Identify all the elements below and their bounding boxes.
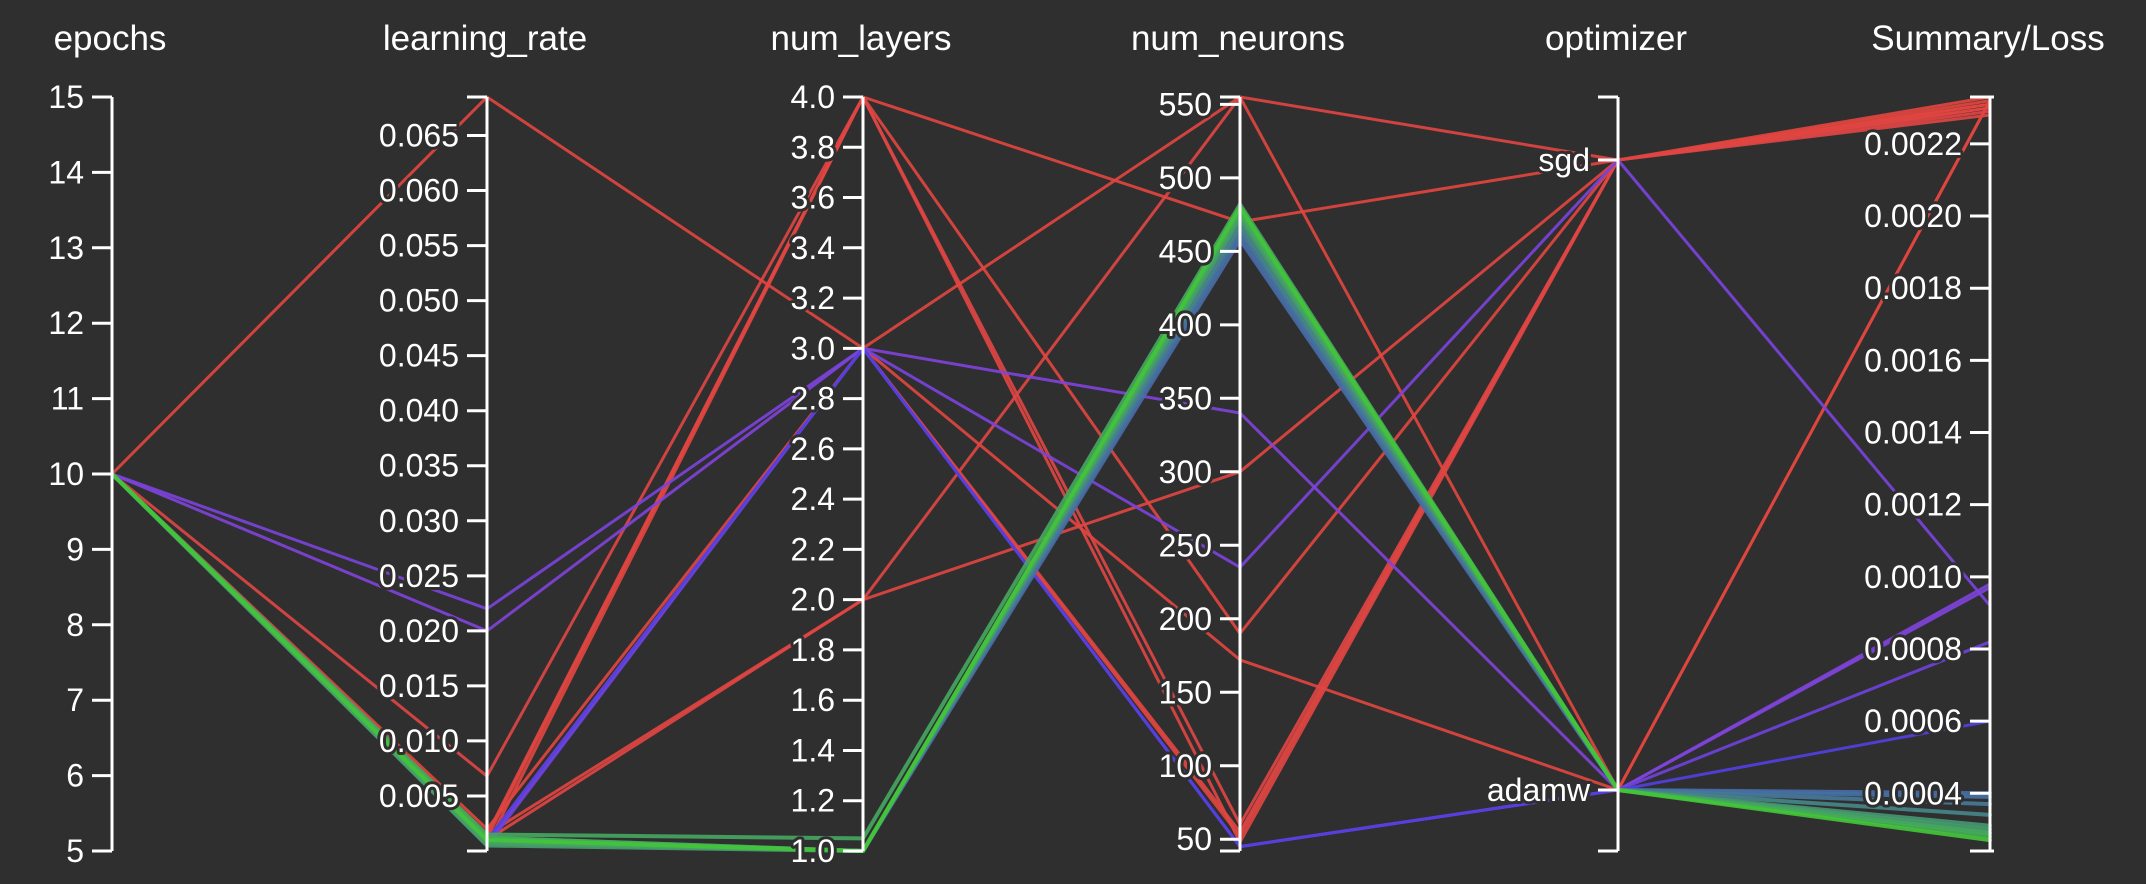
- axes: epochs 5 6 7 8 9 10 11 12 13 14 15 learning_rate 0.00…: [45, 19, 2105, 872]
- run-line-1[interactable]: [110, 205, 1992, 853]
- tick-label: 2.0: [791, 582, 835, 618]
- axis-learning-rate[interactable]: learning_rate 0.005 0.010 0.015 0.020 0.025 0.…: [376, 19, 587, 853]
- tick-label: 0.0010: [1864, 559, 1962, 595]
- tick-label: 0.0022: [1864, 126, 1962, 162]
- tick-label: 13: [48, 230, 84, 266]
- tick-label: 0.015: [379, 668, 459, 704]
- tick-label: 1.4: [791, 732, 835, 768]
- axis-num-neurons[interactable]: num_neurons 50 100 150 200 250 300 350 400 450 500…: [1131, 19, 1345, 860]
- tick-label: 0.0018: [1864, 270, 1962, 306]
- tick-label: 6: [66, 758, 84, 794]
- tick-label: 50: [1176, 821, 1212, 857]
- tick-label: 3.8: [791, 129, 835, 165]
- tick-label: 200: [1159, 601, 1212, 637]
- run-lines: [110, 95, 1992, 853]
- tick-label: 3.2: [791, 280, 835, 316]
- tick-label: 450: [1159, 233, 1212, 269]
- tick-label: 0.040: [379, 393, 459, 429]
- tick-label: adamw: [1487, 772, 1591, 808]
- tick-label: 0.0012: [1864, 487, 1962, 523]
- axis-title-optimizer: optimizer: [1545, 19, 1687, 58]
- tick-label: 3.6: [791, 180, 835, 216]
- axis-loss[interactable]: Summary/Loss 0.0004 0.0006 0.0008 0.0010 0.00…: [1861, 19, 2105, 853]
- tick-label: 0.0016: [1864, 342, 1962, 378]
- tick-label: 1.2: [791, 783, 835, 819]
- tick-label: 3.4: [791, 230, 835, 266]
- tick-label: 7: [66, 682, 84, 718]
- tick-label: 0.010: [379, 723, 459, 759]
- axis-num-layers[interactable]: num_layers 1.0 1.2 1.4 1.6 1.8 2.0 2.2 2.4 2.6 2.8…: [771, 19, 952, 872]
- tick-label: 0.0004: [1864, 775, 1962, 811]
- tick-label: 3.0: [791, 330, 835, 366]
- tick-label: 1.0: [791, 833, 835, 869]
- tick-label: 0.025: [379, 558, 459, 594]
- tick-label: 1.6: [791, 682, 835, 718]
- axis-title-num-layers: num_layers: [771, 19, 952, 58]
- tick-label: 0.020: [379, 613, 459, 649]
- tick-label: 2.8: [791, 381, 835, 417]
- tick-label: 0.045: [379, 338, 459, 374]
- tick-label: 0.055: [379, 228, 459, 264]
- tick-label: 9: [66, 531, 84, 567]
- tick-label: 0.0020: [1864, 198, 1962, 234]
- tick-label: 0.050: [379, 283, 459, 319]
- tick-label: 0.0014: [1864, 415, 1962, 451]
- tick-label: 0.065: [379, 118, 459, 154]
- axis-title-num-neurons: num_neurons: [1131, 19, 1345, 58]
- tick-label: 100: [1159, 748, 1212, 784]
- tick-label: sgd: [1538, 142, 1590, 178]
- tick-label: 12: [48, 305, 84, 341]
- axis-title-loss: Summary/Loss: [1871, 19, 2104, 58]
- tick-label: 11: [51, 381, 84, 417]
- tick-label: 2.2: [791, 531, 835, 567]
- tick-label: 14: [48, 154, 84, 190]
- tick-label: 2.6: [791, 431, 835, 467]
- tick-label: 550: [1159, 86, 1212, 122]
- tick-label: 350: [1159, 380, 1212, 416]
- tick-label: 5: [66, 833, 84, 869]
- tick-label: 150: [1159, 674, 1212, 710]
- tick-label: 15: [48, 79, 84, 115]
- tick-label: 0.0006: [1864, 703, 1962, 739]
- axis-title-learning-rate: learning_rate: [383, 19, 587, 58]
- run-line-14[interactable]: [110, 158, 1992, 611]
- axis-optimizer[interactable]: optimizer adamw sgd: [1484, 19, 1687, 853]
- tick-label: 1.8: [791, 632, 835, 668]
- axis-title-epochs: epochs: [54, 19, 167, 58]
- tick-label: 10: [48, 456, 84, 492]
- tick-label: 400: [1159, 307, 1212, 343]
- tick-label: 0.0008: [1864, 631, 1962, 667]
- tick-label: 0.035: [379, 448, 459, 484]
- axis-epochs[interactable]: epochs 5 6 7 8 9 10 11 12 13 14 15: [45, 19, 167, 872]
- tick-label: 8: [66, 607, 84, 643]
- tick-label: 0.030: [379, 503, 459, 539]
- tick-label: 250: [1159, 527, 1212, 563]
- run-line-16[interactable]: [110, 95, 1992, 826]
- run-line-20[interactable]: [110, 99, 1992, 831]
- tick-label: 0.005: [379, 778, 459, 814]
- tick-label: 4.0: [791, 79, 835, 115]
- tick-label: 0.060: [379, 173, 459, 209]
- tick-label: 500: [1159, 160, 1212, 196]
- tick-label: 2.4: [791, 481, 835, 517]
- tick-label: 300: [1159, 454, 1212, 490]
